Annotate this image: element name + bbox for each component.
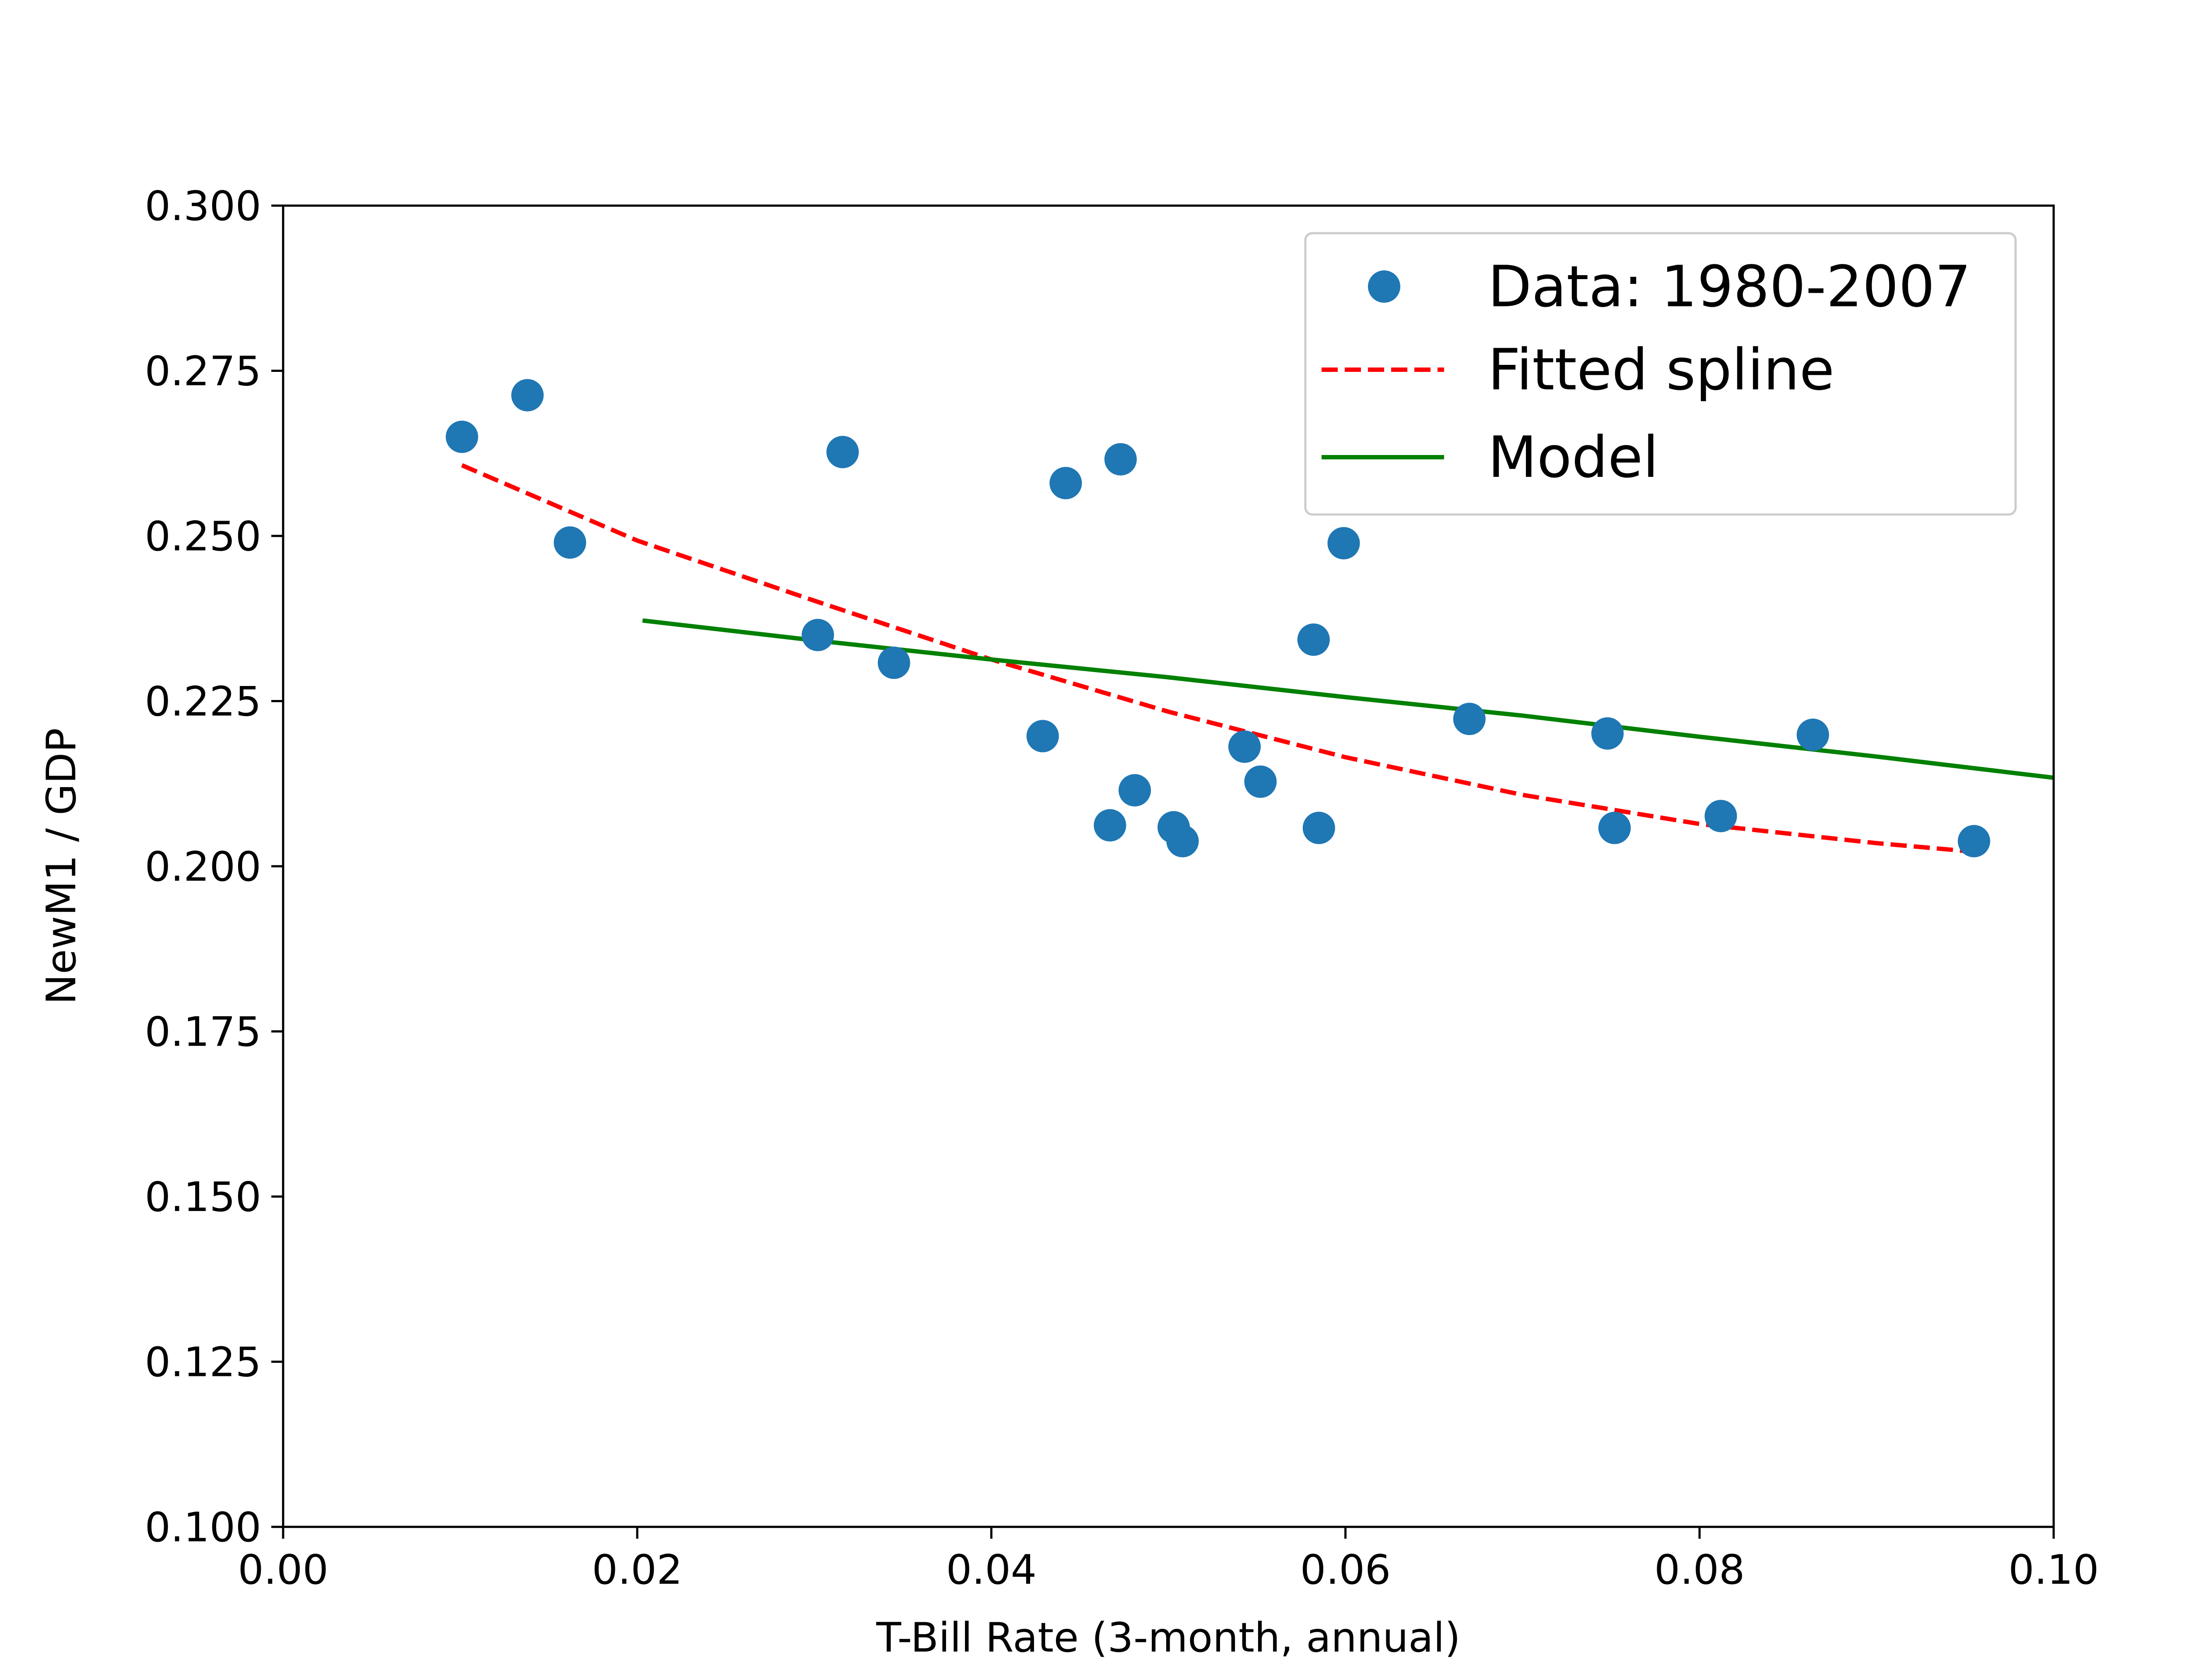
y-tick-label: 0.275 <box>145 348 261 395</box>
x-tick-label: 0.10 <box>2008 1546 2099 1593</box>
data-point <box>554 526 586 559</box>
legend-label: Data: 1980-2007 <box>1488 253 1971 320</box>
data-point <box>1796 718 1829 751</box>
y-tick-label: 0.100 <box>145 1504 261 1551</box>
x-tick-label: 0.08 <box>1654 1546 1745 1593</box>
axes-layer: 0.00 0.02 0.04 0.06 0.08 0.10 0.100 0.125 0.150 0… <box>145 182 2099 1593</box>
data-point <box>1957 825 1990 858</box>
y-tick-label: 0.225 <box>145 678 261 725</box>
legend-box <box>1304 232 2017 516</box>
data-point <box>1104 443 1137 476</box>
data-point <box>1591 717 1624 750</box>
y-tick-label: 0.150 <box>145 1173 261 1221</box>
data-point <box>1244 765 1277 798</box>
data-point <box>1049 467 1082 500</box>
data-point <box>445 420 478 453</box>
y-axis-title: NewM1 / GDP <box>38 728 85 1004</box>
data-point <box>1297 623 1330 656</box>
x-tick-label: 0.02 <box>592 1546 683 1593</box>
x-tick-label: 0.06 <box>1300 1546 1391 1593</box>
y-tick-label: 0.125 <box>145 1339 261 1386</box>
data-point <box>1026 720 1059 752</box>
x-axis-title: T-Bill Rate (3-month, annual) <box>876 1614 1460 1661</box>
legend: Data: 1980-2007 Fitted spline Model <box>1304 232 2017 516</box>
data-point <box>1598 812 1631 844</box>
data-point <box>1302 812 1335 844</box>
data-point <box>1094 809 1126 842</box>
y-tick-label: 0.175 <box>145 1008 261 1056</box>
legend-label: Fitted spline <box>1488 336 1834 403</box>
plot-layer <box>445 379 2054 858</box>
data-point <box>1704 800 1737 833</box>
data-point <box>1166 825 1199 858</box>
data-point <box>1453 703 1486 735</box>
data-point <box>801 619 834 651</box>
x-tick-label: 0.04 <box>946 1546 1037 1593</box>
y-tick-label: 0.300 <box>145 182 261 230</box>
data-point <box>511 379 544 412</box>
x-tick-label: 0.00 <box>238 1546 328 1593</box>
data-point <box>826 436 859 469</box>
y-tick-label: 0.200 <box>145 843 261 890</box>
legend-marker-scatter <box>1368 270 1400 303</box>
y-tick-label: 0.250 <box>145 513 261 560</box>
data-point <box>1119 774 1151 807</box>
data-point <box>1327 527 1360 560</box>
data-point <box>1228 730 1261 763</box>
series-line-fitted-spline <box>461 463 1974 854</box>
legend-label: Model <box>1488 424 1659 490</box>
data-point <box>877 646 910 679</box>
